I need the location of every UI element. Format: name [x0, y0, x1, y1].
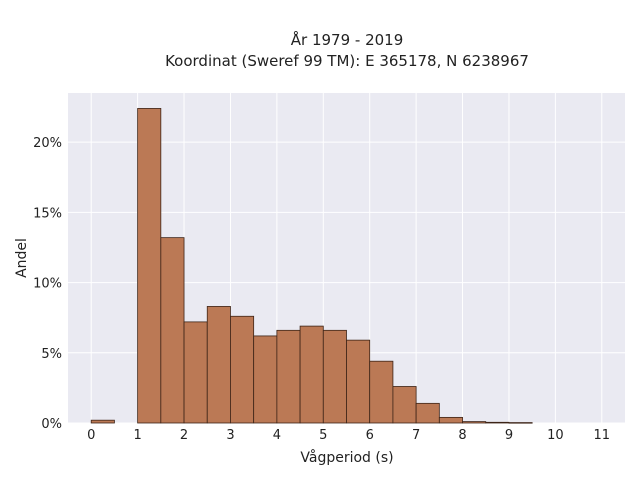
histogram-bar: [322, 329, 347, 424]
x-tick-label: 3: [226, 428, 234, 443]
histogram-bar: [299, 325, 324, 424]
x-tick-labels: 0 1 2 3 4 5 6 7 8 9 10 11: [87, 428, 610, 443]
x-tick-label: 1: [133, 428, 141, 443]
x-tick-label: 5: [319, 428, 327, 443]
x-tick-label: 6: [366, 428, 374, 443]
y-tick-label: 10%: [33, 277, 62, 292]
x-tick-label: 11: [594, 428, 611, 443]
x-tick-label: 10: [547, 428, 564, 443]
x-tick-label: 8: [458, 428, 466, 443]
y-tick-label: 20%: [33, 136, 62, 151]
histogram-bar: [276, 329, 301, 424]
histogram-bar: [253, 335, 278, 424]
histogram-bar: [369, 360, 394, 424]
x-tick-label: 4: [273, 428, 281, 443]
histogram-bar: [485, 421, 510, 424]
x-tick-label: 7: [412, 428, 420, 443]
histogram-bar: [90, 419, 115, 424]
y-tick-label: 5%: [41, 347, 62, 362]
histogram-bar: [230, 315, 255, 424]
histogram-bar: [438, 416, 463, 424]
y-axis-label: Andel: [14, 238, 30, 278]
x-tick-label: 2: [180, 428, 188, 443]
histogram-bar: [206, 306, 231, 424]
histogram-bar: [137, 108, 162, 424]
chart-title-line1: År 1979 - 2019: [291, 30, 404, 49]
histogram-bar: [392, 386, 417, 424]
y-tick-label: 0%: [41, 417, 62, 432]
bars: [90, 108, 533, 424]
x-axis-label: Vågperiod (s): [300, 449, 393, 466]
y-tick-label: 15%: [33, 206, 62, 221]
histogram-bar: [346, 339, 371, 424]
histogram-bar: [462, 421, 487, 424]
x-tick-label: 9: [505, 428, 513, 443]
histogram-bar: [415, 402, 440, 424]
x-tick-label: 0: [87, 428, 95, 443]
histogram-bar: [183, 321, 208, 424]
histogram-bar: [160, 237, 185, 424]
y-tick-labels: 0% 5% 10% 15% 20%: [33, 136, 62, 432]
histogram-bar: [508, 422, 533, 424]
chart-title-line2: Koordinat (Sweref 99 TM): E 365178, N 62…: [165, 52, 529, 70]
